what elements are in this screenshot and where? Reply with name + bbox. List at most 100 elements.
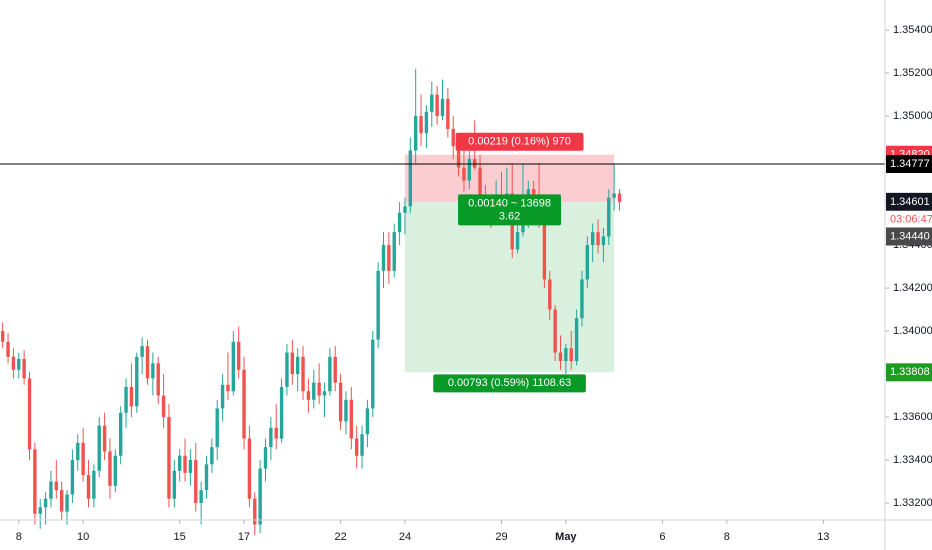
candle-body [102, 425, 107, 452]
price-marker [886, 227, 932, 246]
y-tick-label: 1.35200 [893, 67, 932, 79]
candle-body [585, 245, 590, 280]
candle-body [151, 363, 155, 379]
candle-body [65, 494, 69, 512]
candle-body [478, 167, 482, 203]
candle-body [59, 490, 64, 512]
candle-body [22, 358, 26, 379]
candle-body [285, 352, 289, 387]
target-zone [404, 201, 615, 373]
candle-body [86, 475, 91, 499]
candle-body [408, 150, 413, 207]
y-tick-label: 1.34000 [893, 325, 932, 337]
candle-body [612, 193, 616, 198]
candle-body [542, 214, 547, 280]
y-tick-label: 1.33600 [893, 411, 932, 423]
y-tick-label: 1.33400 [893, 454, 932, 466]
candle-body [306, 391, 311, 400]
price-marker-label: 1.33808 [890, 366, 930, 378]
candle-body [456, 146, 461, 168]
label-box [455, 132, 584, 151]
candle-body [118, 412, 123, 456]
x-tick-label: 6 [659, 531, 665, 543]
candle-body [574, 318, 579, 362]
candle-body [38, 507, 42, 514]
price-marker [886, 155, 932, 174]
candle-body [424, 111, 429, 134]
candle-body [92, 470, 96, 499]
label-text: 0.00219 (0.16%) 970 [468, 136, 571, 148]
candle-body [617, 193, 622, 202]
candle-body [403, 206, 407, 213]
candle-body [397, 212, 402, 233]
candle-body [11, 356, 16, 370]
candle-body [392, 232, 396, 271]
y-tick-label: 1.35400 [893, 24, 932, 36]
candle-body [220, 384, 225, 409]
candle-body [569, 348, 573, 362]
candle-body [462, 167, 466, 181]
price-marker [886, 192, 932, 211]
candle-body [226, 384, 230, 392]
candle-body [430, 94, 434, 112]
label-text: 3.62 [499, 210, 520, 222]
price-marker-label: 1.34440 [890, 230, 930, 242]
candle-body [231, 341, 236, 392]
price-marker [886, 363, 932, 382]
label-box [433, 374, 586, 393]
candle-body [596, 232, 600, 246]
candle-body [167, 417, 171, 499]
candle-body [413, 116, 418, 151]
candle-body [580, 279, 584, 319]
candle-body [601, 236, 606, 246]
candle-body [558, 352, 563, 362]
label-text: 0.00140 ~ 13698 [468, 197, 551, 209]
x-tick-label: 24 [399, 531, 411, 543]
candle-body [81, 442, 85, 476]
candle-body [113, 455, 118, 486]
candle-body [365, 408, 370, 435]
candle-body [387, 245, 391, 271]
candle-body [269, 427, 273, 448]
candle-body [295, 356, 300, 375]
candle-body [274, 427, 278, 439]
candle-body [381, 245, 386, 271]
candle-body [344, 399, 348, 422]
x-tick-label: 15 [174, 531, 186, 543]
x-tick-label: 13 [817, 531, 829, 543]
candle-body [472, 159, 477, 168]
price-marker-label: 1.34777 [890, 158, 930, 170]
candle-body [215, 408, 219, 448]
x-tick-label: 22 [334, 531, 346, 543]
candle-body [124, 386, 128, 413]
candle-body [515, 232, 520, 250]
candle-body [194, 460, 198, 504]
candle-body [371, 339, 375, 409]
candle-body [376, 270, 380, 340]
candle-body [43, 498, 48, 508]
price-marker-label: 1.34601 [890, 196, 930, 208]
candle-body [279, 386, 284, 439]
candle-body [97, 425, 101, 471]
candle-body [322, 391, 327, 396]
candle-body [33, 449, 37, 514]
candle-body [467, 159, 472, 181]
x-tick-label: 8 [724, 531, 730, 543]
candle-body [145, 346, 150, 379]
candle-body [290, 352, 295, 375]
candle-body [172, 470, 177, 499]
y-tick-label: 1.34200 [893, 282, 932, 294]
candle-body [177, 455, 182, 471]
stop-zone [404, 154, 615, 202]
countdown: 03:06:47 [890, 213, 932, 225]
x-tick-label: May [555, 531, 577, 543]
candle-body [210, 447, 214, 465]
candle-body [564, 348, 568, 362]
candle-body [129, 386, 134, 407]
candle-body [17, 358, 21, 370]
candle-body [253, 498, 257, 525]
candle-body [328, 356, 332, 392]
